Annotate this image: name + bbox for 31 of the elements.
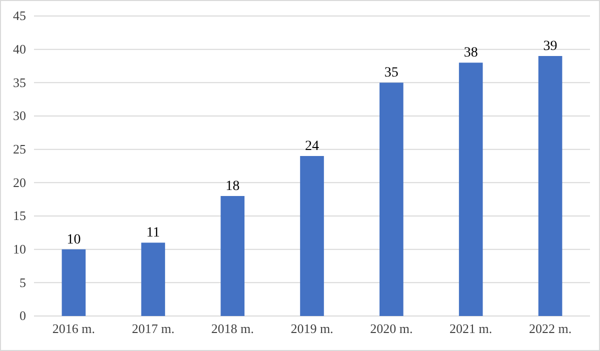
bar	[141, 242, 166, 316]
y-tick-label: 40	[13, 41, 26, 56]
x-tick-label: 2017 m.	[132, 321, 174, 336]
bar	[538, 56, 562, 316]
y-tick-label: 35	[13, 74, 26, 90]
bar	[220, 196, 244, 316]
y-tick-label: 20	[13, 174, 26, 190]
bar	[380, 82, 404, 316]
data-label: 38	[464, 46, 478, 61]
data-label: 11	[146, 226, 160, 241]
x-tick-label: 2022 m.	[528, 321, 572, 336]
x-tick-label: 2021 m.	[450, 321, 492, 336]
y-tick-label: 45	[13, 8, 26, 24]
x-tick-label: 2020 m.	[370, 321, 413, 336]
y-tick-label: 10	[13, 241, 26, 256]
bar	[300, 156, 324, 316]
data-label: 18	[226, 179, 240, 194]
y-tick-label: 30	[13, 108, 26, 124]
x-tick-label: 2019 m.	[290, 321, 334, 336]
y-tick-label: 15	[13, 208, 26, 224]
data-label: 39	[543, 39, 558, 54]
bar	[62, 249, 86, 316]
y-tick-label: 0	[20, 308, 26, 324]
data-label: 24	[305, 139, 319, 154]
bar	[458, 62, 483, 316]
data-label: 10	[66, 232, 81, 248]
y-tick-label: 25	[13, 141, 26, 156]
y-tick-label: 5	[20, 274, 26, 290]
x-tick-label: 2018 m.	[211, 321, 254, 336]
data-label: 35	[384, 66, 398, 81]
x-tick-label: 2016 m.	[52, 321, 96, 336]
